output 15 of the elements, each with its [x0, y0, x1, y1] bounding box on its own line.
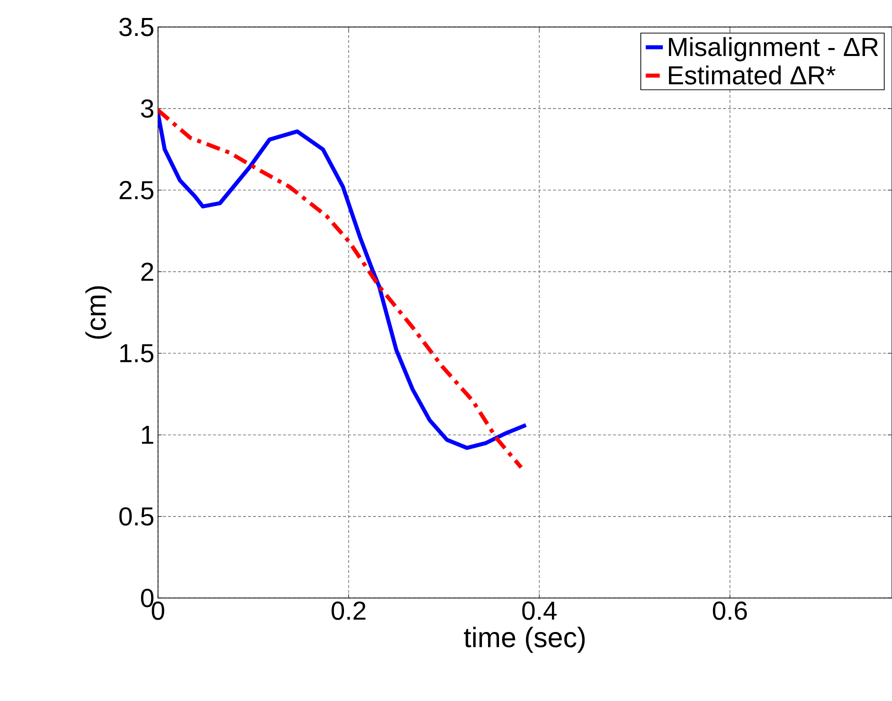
- x-tick-label: 0.6: [712, 602, 747, 620]
- x-tick-label: 0.2: [332, 602, 366, 620]
- x-axis-title: time (sec): [464, 626, 585, 653]
- y-tick-label: 2: [141, 262, 154, 281]
- legend-label: Estimated ΔR*: [668, 65, 836, 85]
- y-tick-label: 2.5: [120, 180, 154, 200]
- y-tick-label: 0: [141, 588, 154, 608]
- y-tick-label: 3: [141, 99, 154, 118]
- legend-label: Misalignment - ΔR: [668, 37, 878, 62]
- y-tick-label: 1: [142, 426, 154, 444]
- y-axis-title: (cm): [85, 286, 112, 339]
- y-tick-label: 1.5: [120, 344, 154, 362]
- y-tick-label: 0.5: [119, 507, 154, 526]
- x-tick-label: 0.4: [522, 602, 557, 620]
- y-tick-label: 3.5: [119, 18, 154, 36]
